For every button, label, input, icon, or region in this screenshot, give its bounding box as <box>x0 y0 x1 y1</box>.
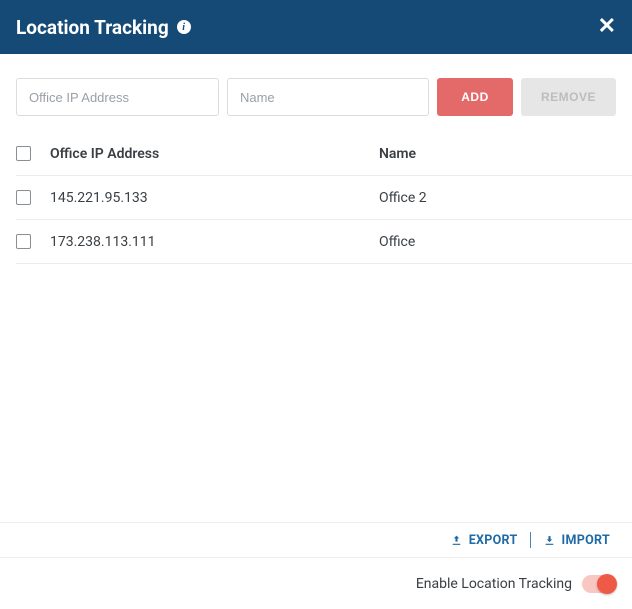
ip-address-input[interactable] <box>16 78 219 116</box>
import-label: IMPORT <box>562 533 610 548</box>
controls-row: ADD REMOVE <box>0 54 632 132</box>
info-icon[interactable]: i <box>177 20 191 34</box>
column-header-ip[interactable]: Office IP Address <box>50 146 379 162</box>
select-all-checkbox[interactable] <box>16 146 31 161</box>
dialog-title: Location Tracking <box>16 16 169 39</box>
row-check-cell <box>16 234 50 249</box>
close-icon[interactable]: ✕ <box>598 16 616 38</box>
import-button[interactable]: IMPORT <box>537 533 616 548</box>
footer-actions: EXPORT IMPORT <box>0 522 632 558</box>
toggle-knob <box>597 574 617 594</box>
row-ip-cell: 173.238.113.111 <box>50 234 379 250</box>
row-name-cell: Office <box>379 234 632 250</box>
name-input[interactable] <box>227 78 429 116</box>
import-icon <box>543 534 556 547</box>
export-label: EXPORT <box>469 533 518 548</box>
column-header-name[interactable]: Name <box>379 146 632 162</box>
table-header-row: Office IP Address Name <box>16 132 632 176</box>
action-divider <box>530 532 531 548</box>
enable-tracking-toggle[interactable] <box>582 575 616 593</box>
row-checkbox[interactable] <box>16 234 31 249</box>
add-button[interactable]: ADD <box>437 78 513 116</box>
ip-table: Office IP Address Name 145.221.95.133Off… <box>16 132 632 264</box>
dialog-header: Location Tracking i ✕ <box>0 0 632 54</box>
table-row: 173.238.113.111Office <box>16 220 632 264</box>
dialog-title-wrap: Location Tracking i <box>16 16 191 39</box>
row-checkbox[interactable] <box>16 190 31 205</box>
toggle-label: Enable Location Tracking <box>416 576 572 592</box>
remove-button: REMOVE <box>521 78 616 116</box>
row-check-cell <box>16 190 50 205</box>
row-name-cell: Office 2 <box>379 190 632 206</box>
export-button[interactable]: EXPORT <box>444 533 524 548</box>
table-row: 145.221.95.133Office 2 <box>16 176 632 220</box>
export-icon <box>450 534 463 547</box>
select-all-cell <box>16 146 50 161</box>
footer-toggle-row: Enable Location Tracking <box>0 560 632 608</box>
row-ip-cell: 145.221.95.133 <box>50 190 379 206</box>
